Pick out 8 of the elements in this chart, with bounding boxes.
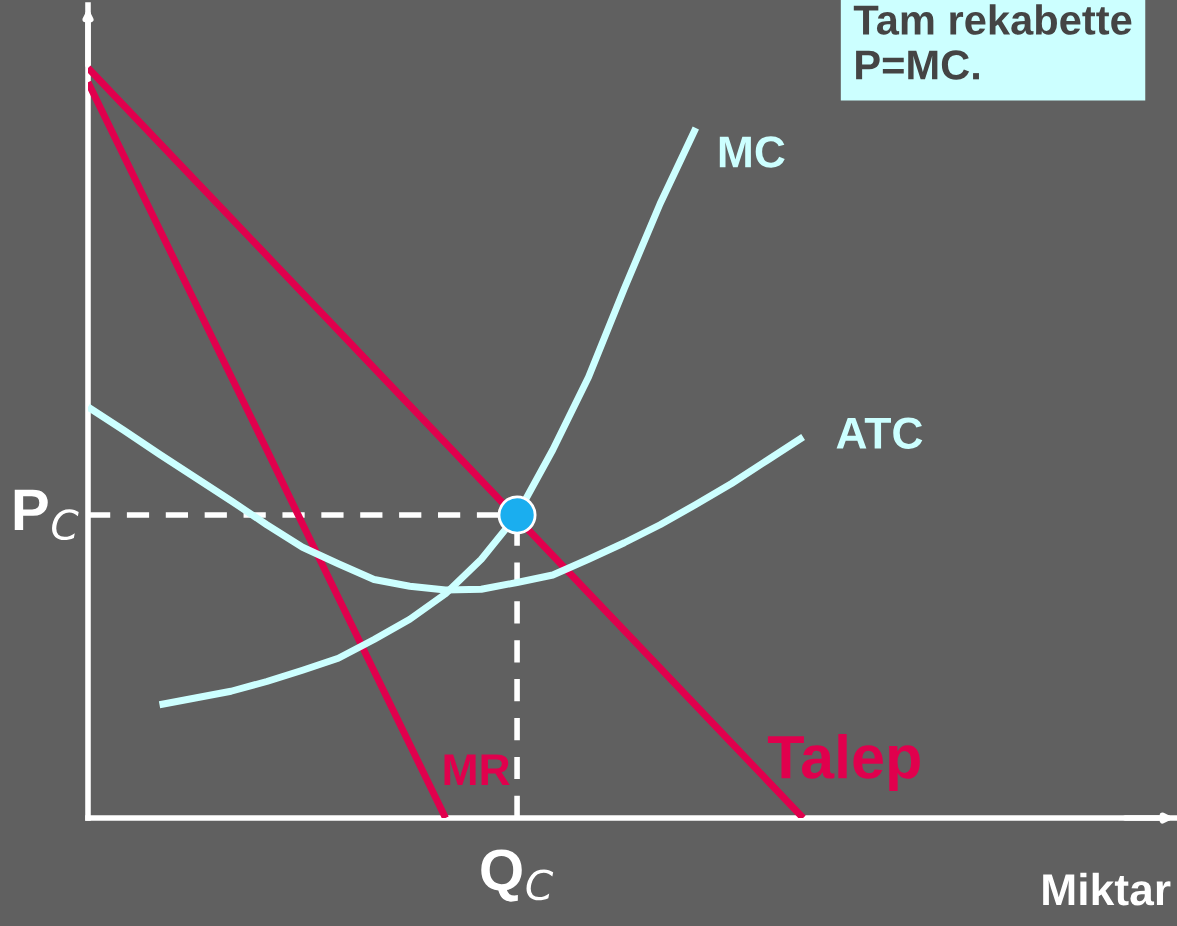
series-label: ATC [836, 417, 923, 449]
text: Q$_{C}$ [481, 849, 554, 902]
series-label: MC [719, 136, 785, 168]
ref-line-label: P$_{C}$ [14, 489, 79, 541]
series-label: Talep [767, 733, 920, 791]
series-label: MR [444, 754, 510, 786]
x-axis-title: Miktar [1043, 872, 1171, 906]
annotation: Tam rekabette P=MC. [853, 4, 1132, 80]
